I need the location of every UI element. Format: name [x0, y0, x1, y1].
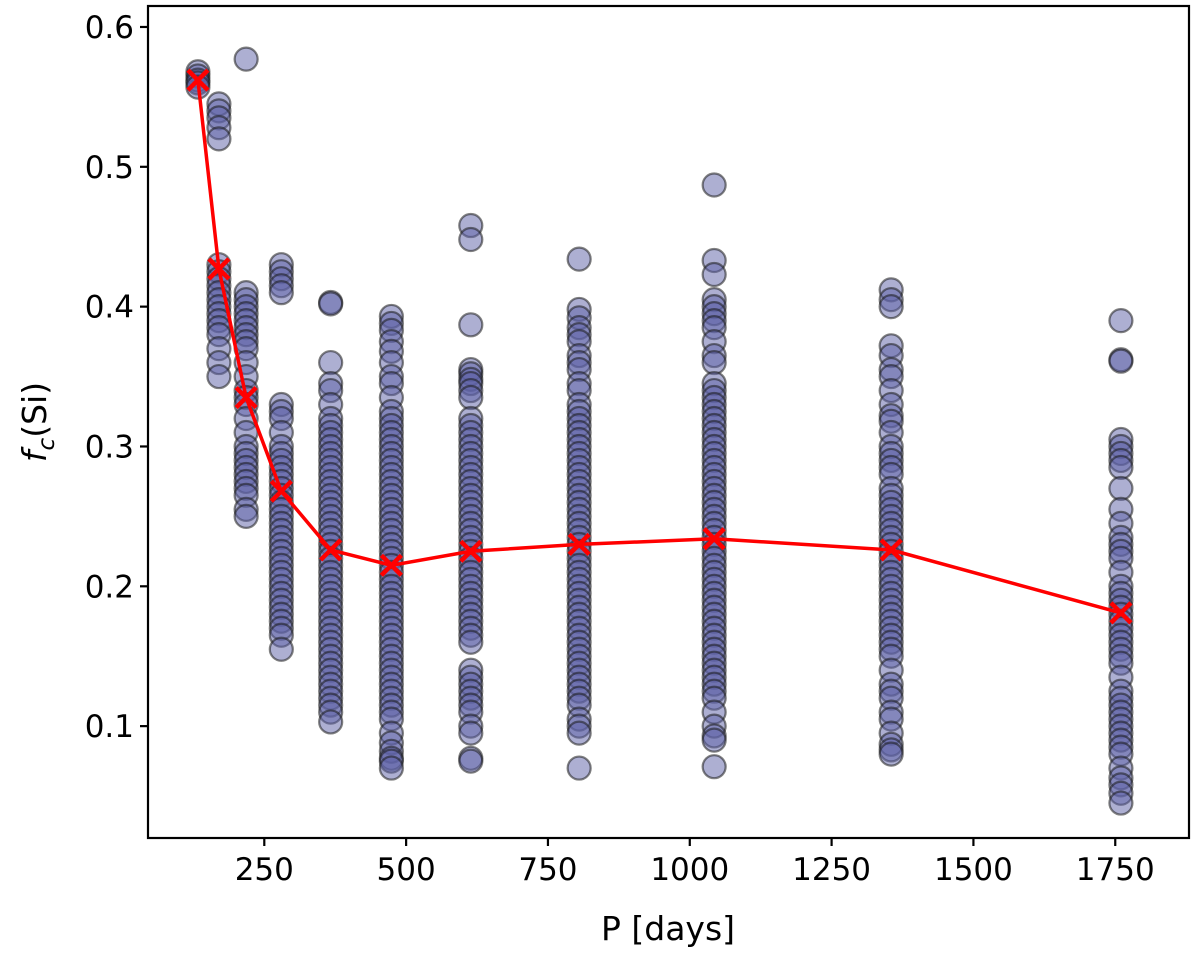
- y-tick-label: 0.3: [85, 429, 134, 465]
- scatter-point: [378, 755, 404, 781]
- scatter-point: [458, 748, 484, 774]
- median-marker: [459, 539, 483, 563]
- median-marker: [567, 532, 591, 556]
- y-axis-ticks: 0.1 0.2 0.3 0.4 0.5 0.6: [85, 10, 148, 745]
- scatter-point: [458, 312, 484, 338]
- x-tick-label: 500: [377, 852, 436, 888]
- median-marker: [1109, 601, 1133, 625]
- scatter-point: [318, 349, 344, 376]
- scatter-point: [701, 349, 727, 376]
- y-axis-label-element: (Si): [15, 382, 54, 438]
- x-axis-ticks: 250 500 750 1000 1250 1500 1750: [235, 838, 1155, 888]
- scatter-point: [318, 291, 344, 317]
- median-marker: [186, 68, 210, 92]
- x-tick-label: 1000: [650, 852, 729, 888]
- median-marker: [319, 538, 343, 562]
- median-marker: [702, 527, 726, 551]
- scatter-point: [268, 636, 294, 662]
- scatter-point: [233, 503, 259, 529]
- scatter-points: [185, 46, 1134, 816]
- scatter-point: [566, 720, 592, 746]
- scatter-point: [1108, 308, 1134, 334]
- y-axis-label: fc(Si): [15, 382, 60, 462]
- median-series: [186, 68, 1133, 625]
- x-tick-label: 1250: [792, 852, 871, 888]
- scatter-point: [458, 226, 484, 253]
- scatter-point: [1108, 475, 1134, 502]
- y-tick-label: 0.1: [85, 709, 134, 745]
- x-tick-label: 1750: [1076, 852, 1155, 888]
- scatter-point: [318, 709, 344, 735]
- y-tick-label: 0.2: [85, 569, 134, 605]
- plot-frame: [146, 4, 1191, 840]
- scatter-point: [566, 755, 592, 781]
- scatter-point: [1108, 348, 1134, 374]
- median-marker: [379, 553, 403, 577]
- scatter-point: [458, 720, 484, 746]
- scatter-point: [701, 727, 727, 753]
- x-tick-label: 750: [518, 852, 577, 888]
- median-marker: [207, 257, 231, 281]
- scatter-point: [701, 172, 727, 198]
- y-tick-label: 0.4: [85, 290, 134, 326]
- median-marker: [234, 385, 258, 410]
- scatter-point: [1108, 790, 1134, 816]
- scatter-point: [701, 754, 727, 780]
- scatter-point: [701, 261, 727, 288]
- x-tick-label: 1500: [934, 852, 1013, 888]
- scatter-point: [206, 363, 232, 390]
- median-marker: [879, 538, 903, 562]
- scatter-point: [878, 741, 904, 767]
- y-tick-label: 0.6: [85, 10, 134, 46]
- median-marker: [269, 479, 293, 503]
- scatter-point: [206, 126, 232, 152]
- y-axis-label-subscript: c: [34, 437, 60, 450]
- x-tick-label: 250: [235, 852, 294, 888]
- y-tick-label: 0.5: [85, 150, 134, 186]
- scatter-point: [1108, 454, 1134, 481]
- scatter-point: [458, 384, 484, 411]
- scatter-point: [458, 629, 484, 655]
- x-axis-label: P [days]: [601, 909, 735, 948]
- scatter-point: [233, 46, 259, 72]
- scatter-point: [566, 246, 592, 272]
- scatter-point: [878, 294, 904, 320]
- scatter-point: [268, 280, 294, 306]
